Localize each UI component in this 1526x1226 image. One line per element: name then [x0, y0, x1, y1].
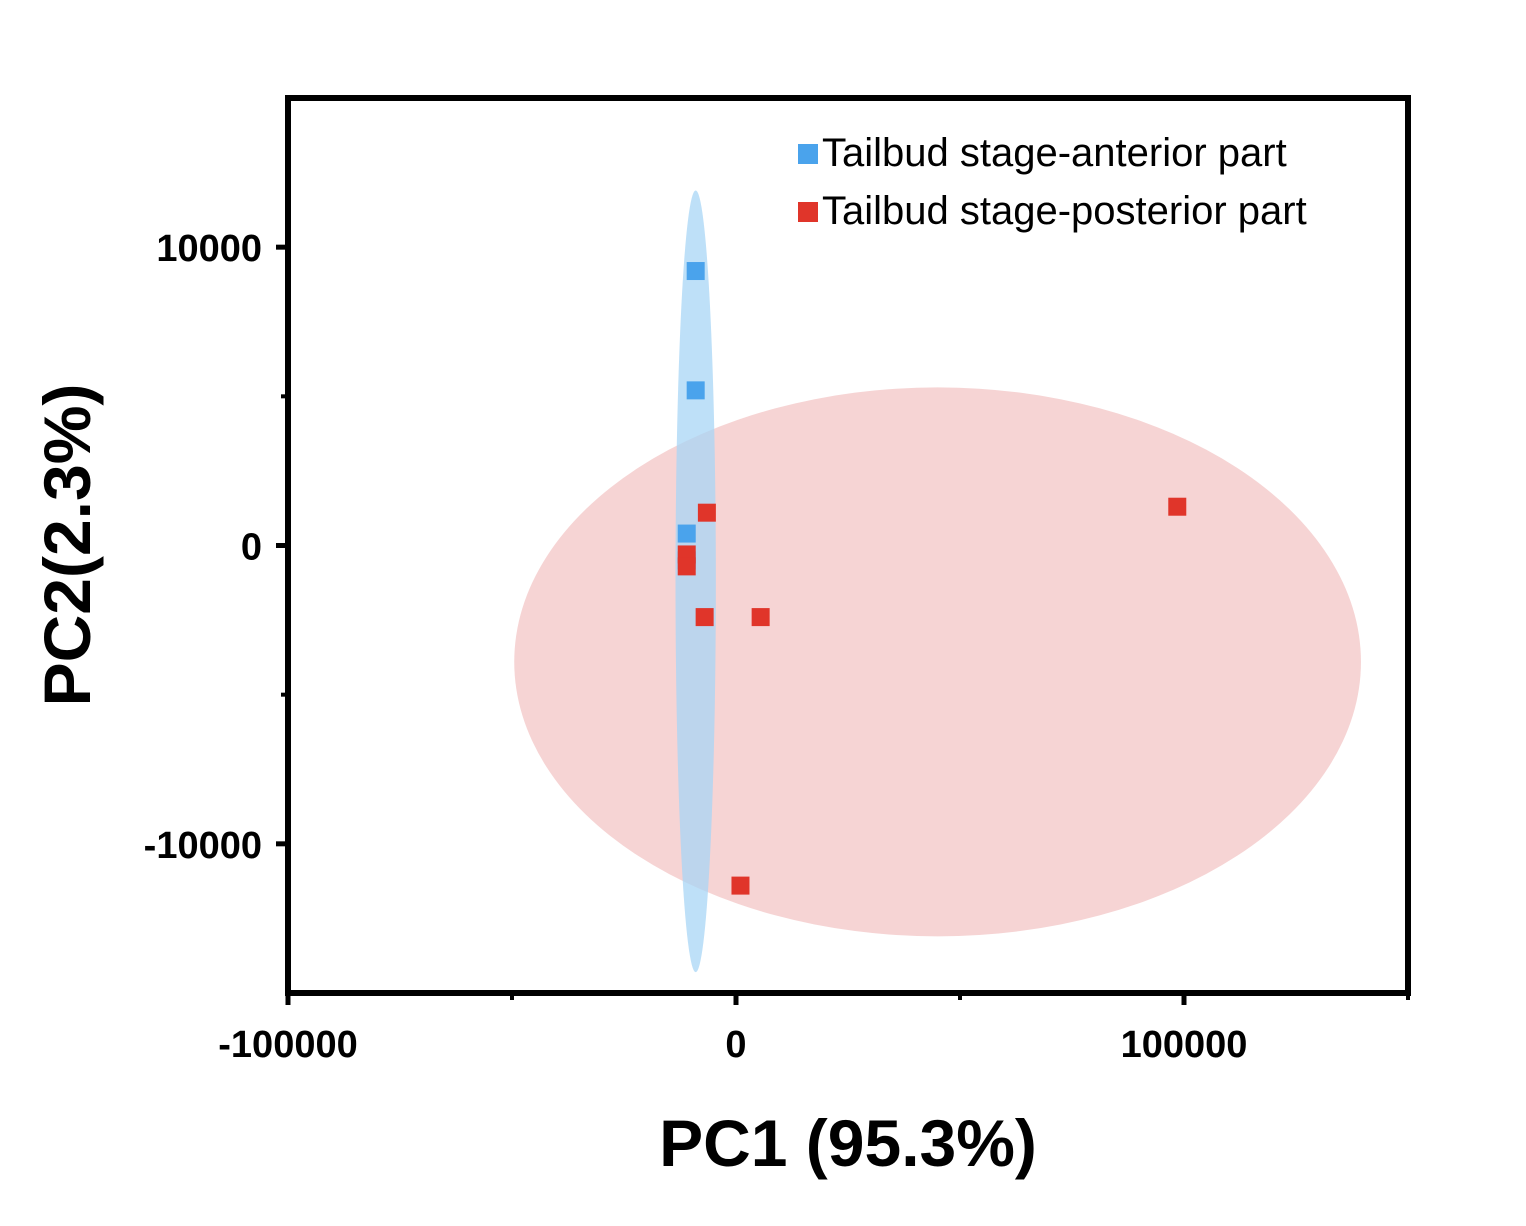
data-point-posterior-6 [751, 608, 770, 627]
y-tick-label: 0 [241, 527, 262, 569]
data-point-posterior-7 [731, 876, 750, 895]
data-point-posterior-1 [1168, 497, 1187, 516]
data-point-anterior-2 [686, 381, 705, 400]
confidence-ellipse-anterior [675, 190, 716, 973]
data-point-anterior-3 [677, 524, 696, 543]
y-axis-title: PC2(2.3%) [30, 384, 104, 707]
legend-marker-posterior [798, 202, 818, 222]
y-tick-label: 10000 [156, 228, 262, 270]
data-point-anterior-1 [686, 262, 705, 281]
confidence-ellipse-layer [514, 190, 1361, 973]
x-tick-label: 100000 [1121, 1024, 1248, 1066]
data-point-posterior-5 [695, 608, 714, 627]
x-axis-title: PC1 (95.3%) [659, 1106, 1037, 1180]
x-tick-label: 0 [725, 1024, 746, 1066]
x-tick-label: -100000 [218, 1024, 357, 1066]
legend-marker-anterior [798, 144, 818, 164]
legend: Tailbud stage-anterior part Tailbud stage… [798, 131, 1307, 233]
y-tick-label: -10000 [144, 825, 262, 867]
data-point-layer [677, 262, 1187, 895]
legend-label-posterior: Tailbud stage-posterior part [822, 189, 1307, 233]
data-point-posterior-4 [677, 557, 696, 576]
legend-label-anterior: Tailbud stage-anterior part [822, 131, 1287, 175]
data-point-posterior-2 [697, 503, 716, 522]
confidence-ellipse-posterior [514, 387, 1361, 937]
